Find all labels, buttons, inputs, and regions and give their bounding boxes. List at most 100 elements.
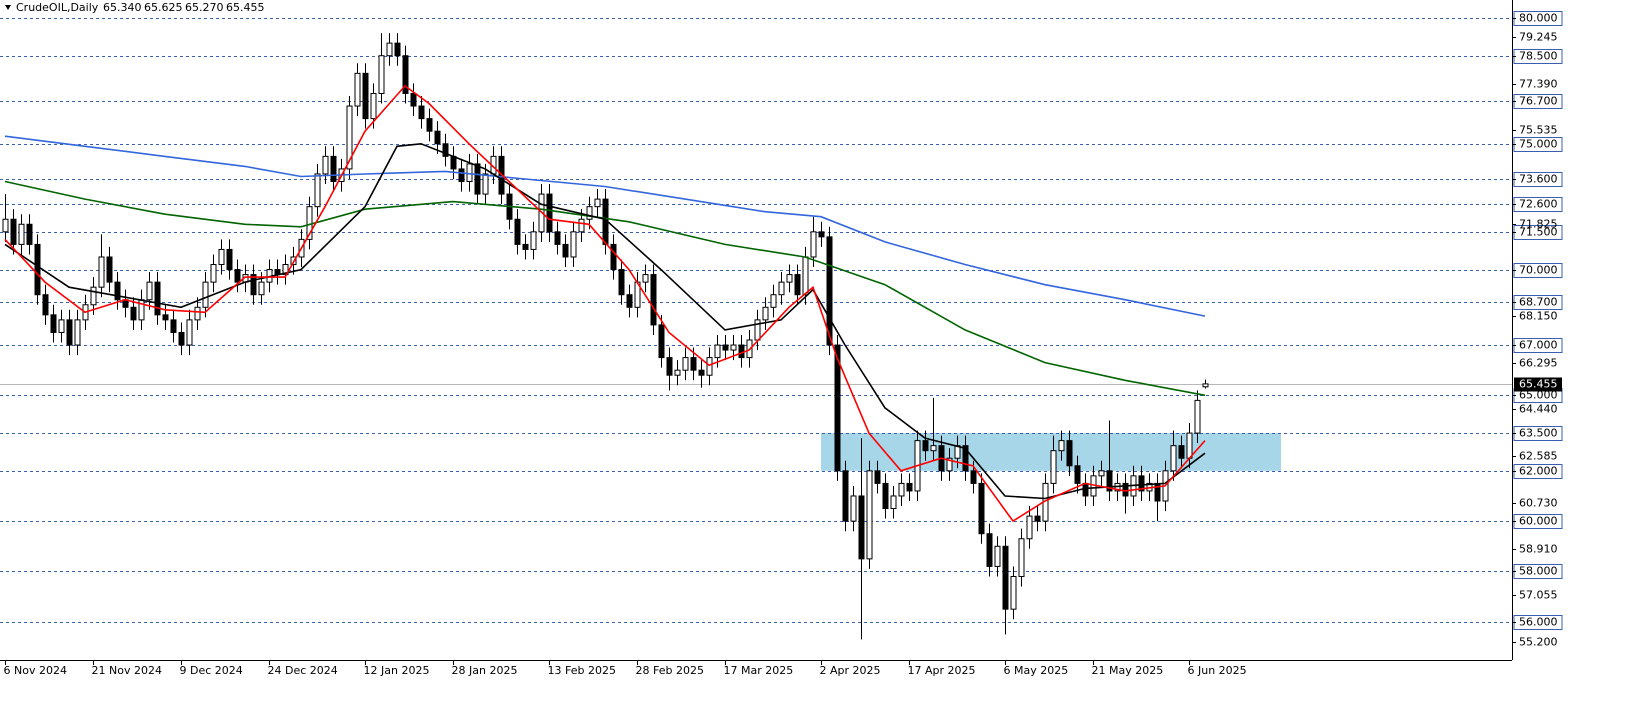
candle-body [1034,515,1041,522]
candle-body [1106,470,1113,492]
level-label: 78.500 [1519,50,1558,63]
candle-body [370,92,377,120]
candle-body [882,482,889,510]
candle-body [66,319,73,346]
x-tick-label: 21 May 2025 [1092,664,1164,677]
x-tick-label: 24 Dec 2024 [268,664,338,677]
level-label: 65.000 [1519,389,1558,402]
last-price-label: 65.455 [1519,378,1558,391]
candle-body [162,314,169,321]
header-open: 65.340 [103,1,142,14]
candle-body [610,243,617,271]
candle-body [682,357,689,371]
candle-body [434,130,441,145]
moving-average-line [4,180,1206,397]
candle-body [50,314,57,333]
candle-body [314,173,321,208]
candle-body [402,55,409,94]
candle-body [346,105,353,170]
candle-body [1098,470,1105,477]
candle-body [674,369,681,376]
candle-body [778,281,785,296]
level-label: 68.700 [1519,296,1558,309]
x-tick-label: 6 May 2025 [1004,664,1069,677]
candle-body [818,231,825,238]
last-price-box [1514,377,1562,392]
candle-body [922,440,929,452]
candle-body [986,533,993,567]
candle-body [330,155,337,183]
candle-body [282,264,289,276]
header-close: 65.455 [226,1,265,14]
candle-body [386,42,393,57]
x-tick-label: 6 Jun 2025 [1188,664,1247,677]
candle-body [154,281,161,316]
y-tick-label: 58.910 [1519,543,1558,556]
candle-body [178,331,185,346]
candle-body [810,231,817,258]
x-tick-label: 9 Dec 2024 [180,664,243,677]
header-low: 65.270 [185,1,224,14]
candle-body [170,319,177,333]
candle-body [906,482,913,492]
candle-body [1018,538,1025,577]
level-label: 75.000 [1519,138,1558,151]
candle-body [394,42,401,57]
candle-body [362,72,369,120]
candle-body [530,231,537,250]
candle-body [890,495,897,510]
candle-body [666,357,673,376]
x-tick-label: 28 Jan 2025 [452,664,518,677]
candle-body [1194,399,1201,434]
x-tick-label: 17 Mar 2025 [724,664,794,677]
level-label: 62.000 [1519,465,1558,478]
menu-arrow[interactable] [5,5,11,10]
candle-body [626,294,633,308]
candle-body [18,223,25,245]
y-tick-label: 57.055 [1519,589,1558,602]
y-tick-label: 62.585 [1519,450,1558,463]
candle-body [762,306,769,321]
candle-body [250,274,257,296]
candle-body [618,269,625,296]
level-label: 67.000 [1519,339,1558,352]
candle-body [442,143,449,157]
candle-body [418,105,425,120]
candle-body [786,274,793,283]
candle-body [474,163,481,195]
x-tick-label: 21 Nov 2024 [92,664,162,677]
candle-body [522,243,529,250]
candle-body [130,306,137,321]
candle-body [858,495,865,560]
candle-body [946,457,953,472]
candle-body [722,344,729,351]
moving-average-line [4,142,1206,500]
x-tick-label: 6 Nov 2024 [4,664,67,677]
candle-body [210,264,217,283]
x-tick-label: 2 Apr 2025 [820,664,881,677]
candle-body [458,168,465,183]
candle-body [58,319,65,333]
candle-body [466,163,473,183]
candle-body [1026,515,1033,540]
level-label: 70.000 [1519,264,1558,277]
candle-body [690,357,697,371]
candle-body [90,286,97,306]
candle-body [642,274,649,283]
level-label: 56.000 [1519,616,1558,629]
candle-body [114,281,121,301]
candle-body [186,319,193,346]
candle-body [834,344,841,472]
candle-body [770,294,777,308]
candle-body [42,294,49,316]
candle-body [34,243,41,296]
candle-body [658,324,665,359]
candle-body [426,118,433,132]
candle-body [1186,432,1193,459]
candle-body [570,231,577,258]
candle-body [514,218,521,245]
candle-body [994,545,1001,567]
x-tick-label: 28 Feb 2025 [636,664,704,677]
